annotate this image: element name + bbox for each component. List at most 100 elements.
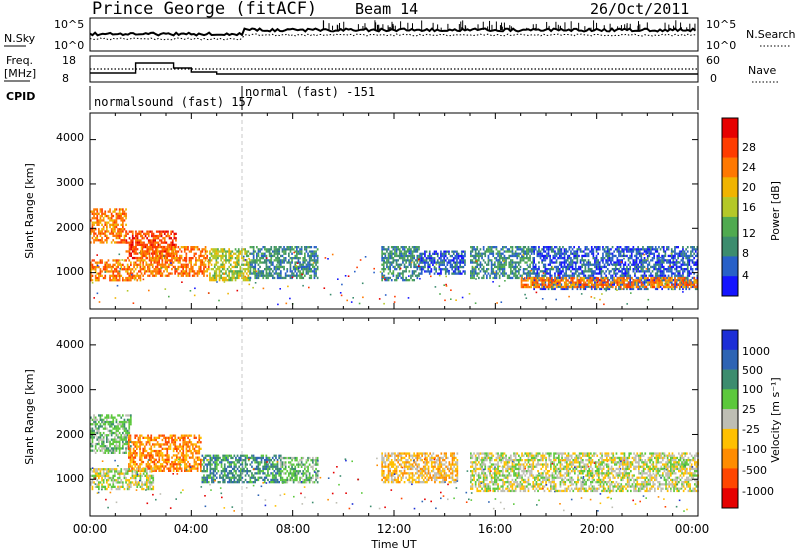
power-cell-1143 [225,276,227,280]
power-cell-732 [151,254,154,258]
power-cell-960 [193,252,196,255]
power-cell-1517 [288,254,290,258]
power-cell-3203 [621,259,623,262]
power-cell-1380 [265,254,268,258]
power-cell-2236 [484,270,487,273]
power-cell-930 [187,265,189,269]
power-cell-1328 [256,259,258,262]
power-cell-2104 [456,259,458,262]
power-cell-3275 [629,283,631,286]
power-cell-2796 [566,274,569,277]
power-scatter-37 [92,267,95,270]
power-cell-2600 [542,265,545,269]
power-cell-124 [110,232,113,235]
power-cell-335 [147,234,150,238]
power-cell-2555 [536,276,539,280]
power-cell-2213 [479,261,482,264]
power-cell-853 [172,254,175,258]
power-cell-905 [182,274,184,277]
power-cell-132 [112,228,115,231]
power-cell-1535 [291,257,293,260]
power-scatter-13 [181,281,183,283]
power-cell-265 [135,232,137,235]
power-cell-359 [152,243,155,246]
power-cell-1729 [384,268,387,271]
power-cell-3344 [638,265,641,269]
power-cell-594 [118,279,121,282]
power-scatter-165 [443,284,445,286]
power-cell-449 [170,230,172,233]
power-cell-26 [93,239,95,242]
power-cell-1792 [395,248,398,251]
power-cell-1526 [289,263,292,266]
power-cell-3565 [667,261,670,264]
power-cell-3512 [659,276,662,280]
vel-cell-227 [122,436,124,439]
power-cell-986 [198,272,200,275]
power-cell-2199 [476,272,479,275]
vel-cell-371 [139,443,141,446]
power-cell-837 [169,263,172,266]
power-cell-2732 [558,274,561,277]
power-cell-3869 [549,285,552,289]
power-cell-563 [112,276,115,280]
vel-cell-339 [134,441,137,444]
power-cell-1897 [411,270,414,273]
power-cell-1474 [280,254,282,258]
power-cell-1786 [394,254,396,258]
vel-cell-67 [99,423,102,426]
power-cell-4092 [664,279,667,282]
power-cell-3225 [624,246,627,249]
power-cell-279 [136,239,139,242]
power-cell-3614 [674,254,676,258]
power-cell-3385 [643,274,646,277]
power-cell-3379 [643,257,646,260]
power-cell-347 [151,234,153,238]
power-cell-3360 [640,274,643,277]
power-cell-85 [104,210,107,213]
power-cell-3466 [654,268,657,271]
power-cell-1688 [315,270,317,273]
power-cell-2214 [479,263,482,266]
power-cell-4023 [627,277,630,280]
power-cell-2725 [558,254,561,258]
power-cell-963 [193,270,196,273]
power-cell-3464 [654,263,657,266]
power-cell-3173 [618,250,620,253]
power-cell-841 [171,250,173,253]
power-cell-3011 [595,272,598,275]
power-cell-1942 [419,257,421,260]
power-cell-2452 [522,248,525,251]
power-cell-4025 [627,283,630,286]
power-cell-539 [106,265,108,269]
power-cell-3722 [686,268,689,271]
power-cell-2730 [558,270,561,273]
power-cell-71 [101,223,103,226]
power-cell-3861 [546,285,548,289]
power-cell-3130 [611,259,614,262]
power-scatter-9 [670,252,673,255]
power-cell-3408 [646,263,649,266]
power-cell-1411 [270,248,273,251]
power-cell-4009 [621,279,624,282]
power-cell-1457 [276,272,279,275]
power-scatter-24 [394,295,396,298]
power-cell-1324 [256,246,258,249]
power-cell-1424 [272,263,274,266]
power-cell-104 [107,210,110,213]
power-cell-709 [148,246,151,249]
power-cell-2167 [471,272,474,275]
power-cell-34 [94,236,97,240]
power-cell-2494 [529,265,531,269]
power-cell-1985 [428,254,431,258]
power-cell-1797 [395,261,398,264]
power-cell-1123 [221,276,224,280]
power-cell-2340 [502,274,504,277]
power-cell-1154 [228,257,230,260]
power-cell-1047 [210,263,213,266]
power-scatter-159 [659,256,662,259]
power-cell-125 [110,241,113,244]
power-cell-4154 [695,285,697,289]
power-cell-2341 [503,246,506,249]
power-cell-856 [172,265,175,269]
